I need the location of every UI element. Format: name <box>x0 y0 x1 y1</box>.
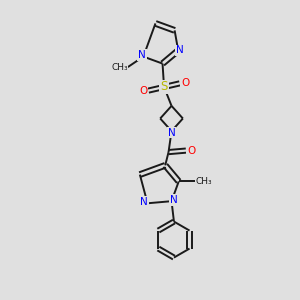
Text: O: O <box>187 146 196 156</box>
Text: O: O <box>181 78 189 88</box>
Text: CH₃: CH₃ <box>111 63 128 72</box>
Text: CH₃: CH₃ <box>196 177 212 186</box>
Text: S: S <box>160 80 168 94</box>
Text: N: N <box>176 46 184 56</box>
Text: N: N <box>140 197 148 207</box>
Text: N: N <box>138 50 146 60</box>
Text: O: O <box>139 85 147 96</box>
Text: N: N <box>168 128 176 138</box>
Text: N: N <box>170 195 178 205</box>
